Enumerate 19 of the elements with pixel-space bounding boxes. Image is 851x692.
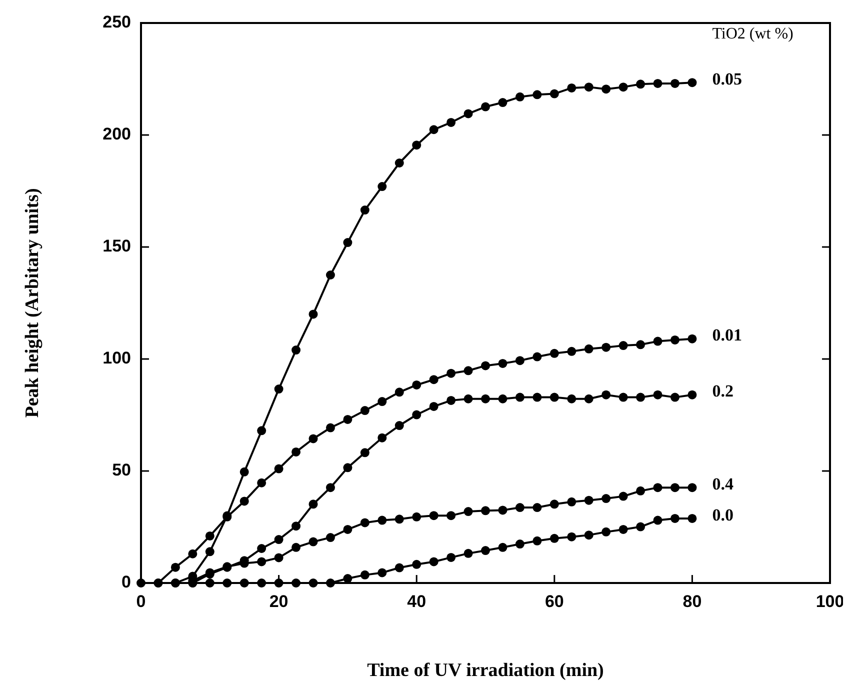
series-label: 0.0 bbox=[712, 505, 734, 524]
y-tick-label: 0 bbox=[122, 572, 131, 592]
y-tick-label: 200 bbox=[102, 124, 131, 144]
x-tick-label: 20 bbox=[269, 592, 288, 611]
y-tick-label: 50 bbox=[112, 460, 131, 480]
y-tick-label: 250 bbox=[102, 12, 131, 32]
series-label: 0.2 bbox=[712, 382, 734, 401]
series-label: 0.05 bbox=[712, 69, 742, 88]
x-axis-title: Time of UV irradiation (min) bbox=[367, 660, 604, 681]
y-tick-label: 150 bbox=[102, 236, 131, 256]
x-tick-label: 80 bbox=[682, 592, 702, 611]
x-tick-label: 0 bbox=[136, 592, 146, 611]
series-label: 0.01 bbox=[712, 326, 742, 345]
x-tick-label: 60 bbox=[544, 592, 564, 611]
y-tick-label: 100 bbox=[102, 348, 131, 368]
x-tick-label: 40 bbox=[407, 592, 426, 611]
y-axis-title: Peak height (Arbitary units) bbox=[22, 188, 43, 418]
legend-title: TiO2 (wt %) bbox=[712, 26, 794, 43]
series-label: 0.4 bbox=[712, 474, 734, 494]
